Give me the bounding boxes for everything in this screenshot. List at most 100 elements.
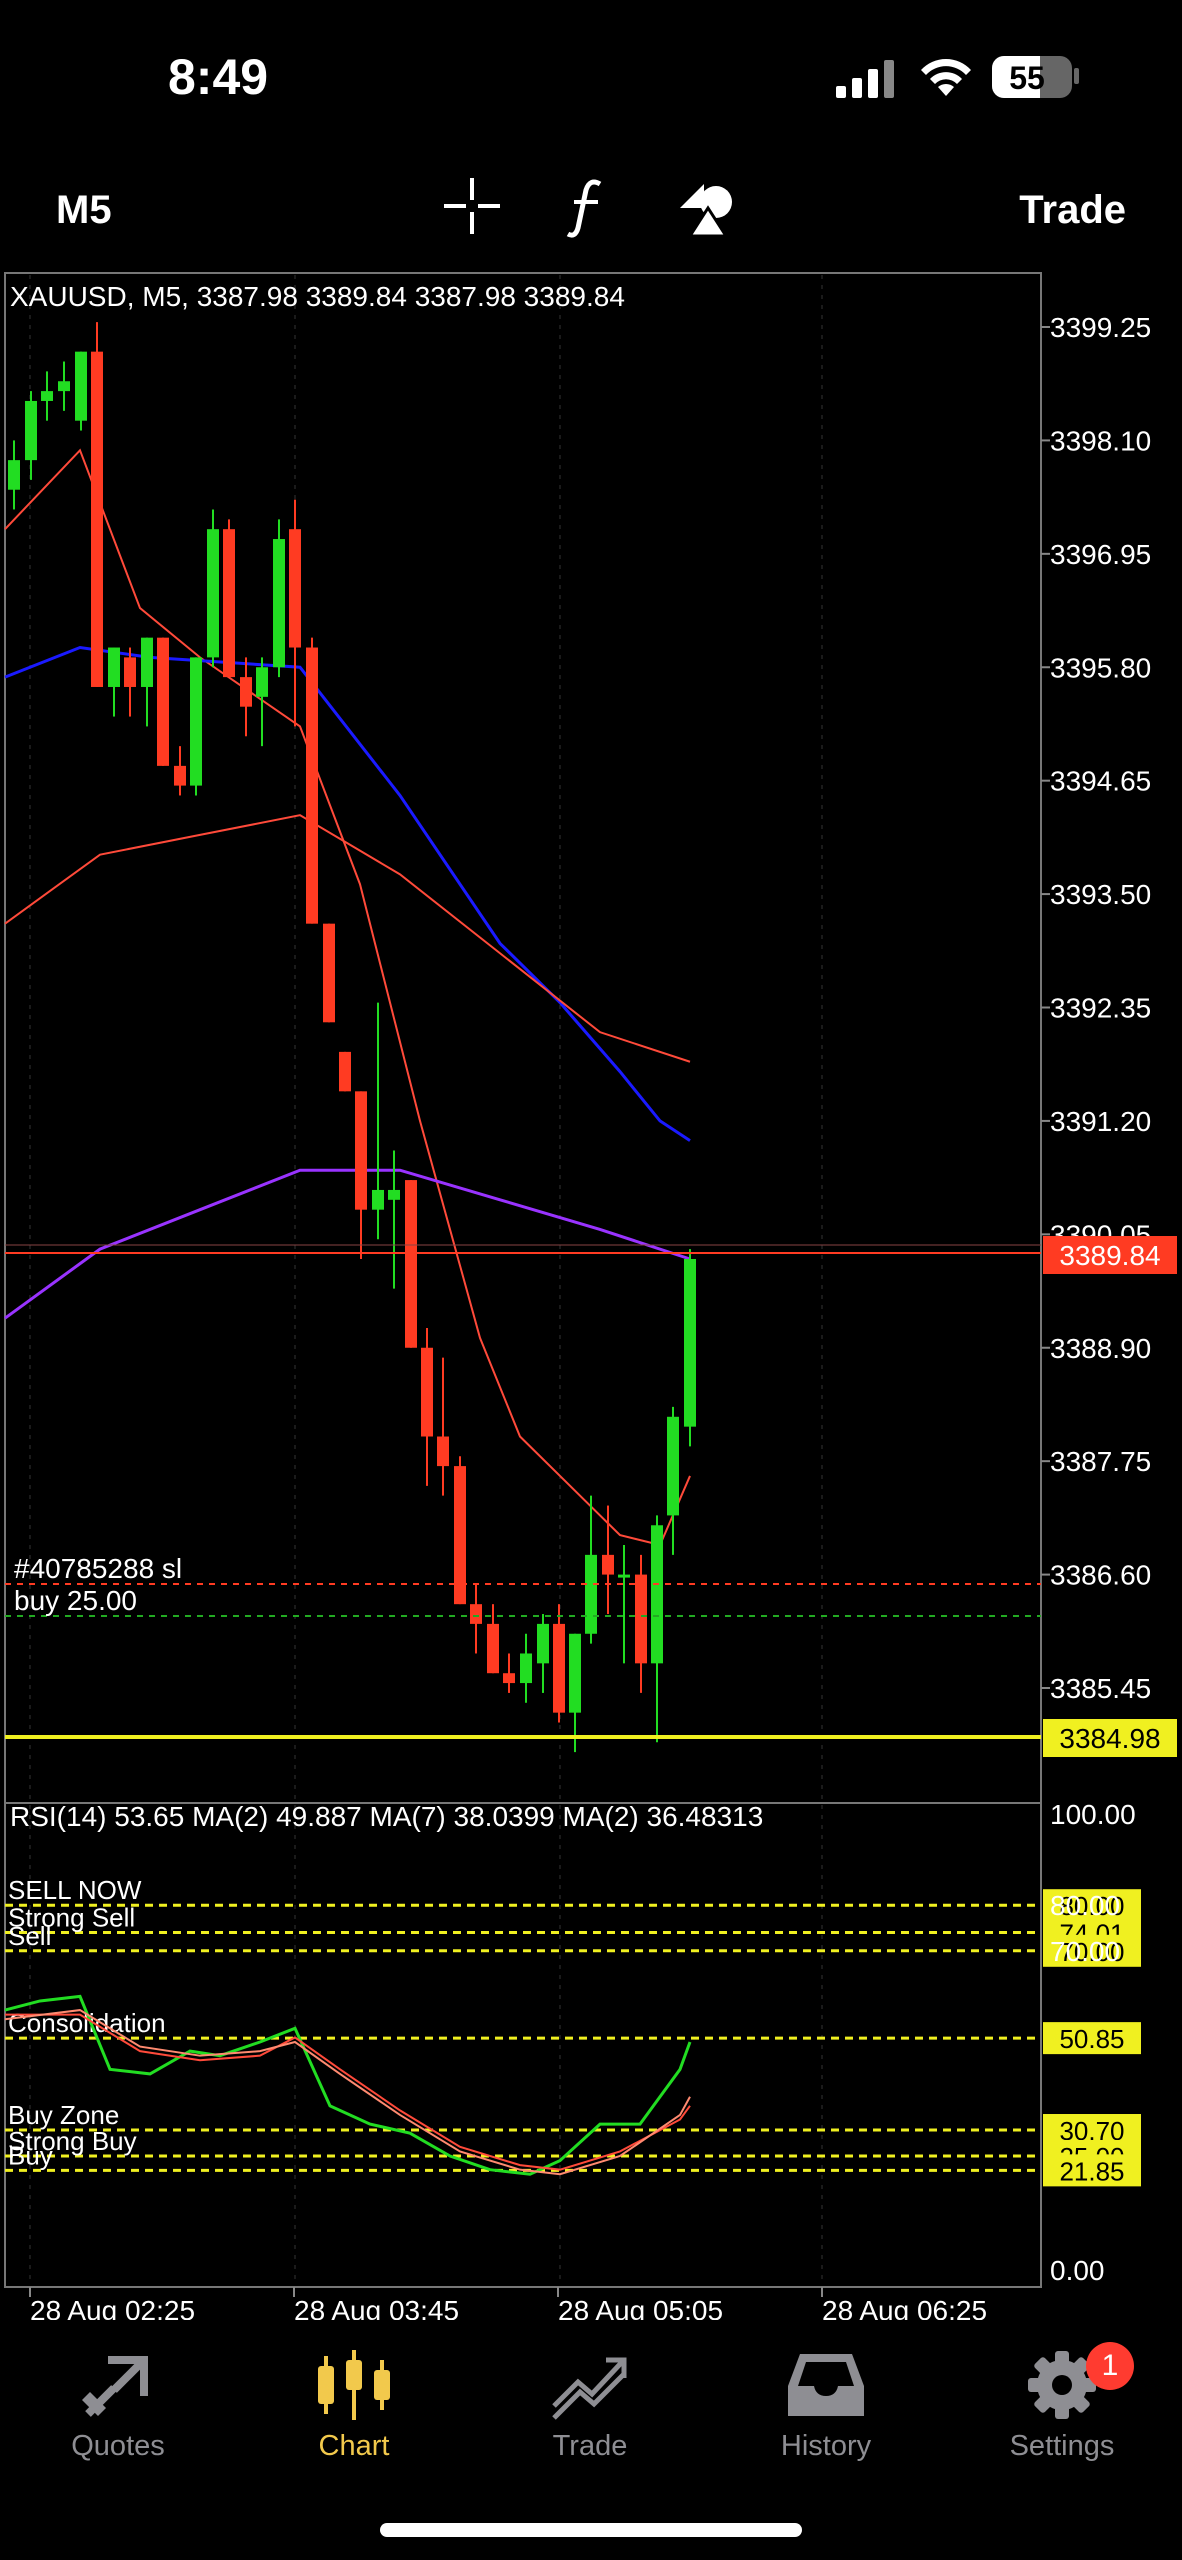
candle-41	[684, 1249, 696, 1447]
candle-39	[651, 1515, 663, 1743]
candle-27	[454, 1456, 466, 1605]
tab-trade[interactable]: Trade	[472, 2320, 708, 2480]
candle-13	[223, 519, 235, 678]
candle-body	[75, 351, 87, 421]
price-tick-label: 3398.10	[1050, 425, 1151, 456]
candle-29	[487, 1604, 499, 1674]
candle-body	[273, 539, 285, 668]
candle-body	[8, 460, 20, 490]
candle-body	[207, 529, 219, 658]
battery-level: 55	[1009, 60, 1045, 96]
candle-body	[684, 1258, 696, 1427]
candle-body	[124, 657, 136, 687]
price-tick-label: 3388.90	[1050, 1333, 1151, 1364]
chart-toolbar: M5 Trade	[0, 170, 1182, 270]
candle-body	[405, 1180, 417, 1348]
price-tick-label: 3387.75	[1050, 1446, 1151, 1477]
candle-7	[124, 647, 136, 717]
candle-body	[553, 1623, 565, 1713]
candle-body	[190, 657, 202, 786]
objects-icon[interactable]	[678, 178, 738, 238]
candle-15	[256, 657, 268, 747]
ma-fast-line	[4, 448, 691, 1547]
candle-30	[503, 1653, 515, 1693]
price-tick-label: 3393.50	[1050, 879, 1151, 910]
tab-chart[interactable]: Chart	[236, 2320, 472, 2480]
candle-body	[174, 765, 186, 786]
candle-21	[355, 1091, 367, 1259]
crosshair-icon[interactable]	[444, 178, 500, 234]
tab-chart-label: Chart	[318, 2430, 390, 2462]
candle-body	[141, 637, 153, 687]
rsi-header: RSI(14) 53.65 MA(2) 49.887 MA(7) 38.0399…	[10, 1801, 763, 1832]
indicators-icon[interactable]	[566, 178, 606, 238]
home-indicator	[380, 2523, 802, 2537]
rsi-level-tag: 21.85	[1059, 2156, 1124, 2186]
tab-settings[interactable]: Settings	[944, 2320, 1180, 2480]
candle-14	[240, 657, 252, 737]
candle-33	[553, 1604, 565, 1723]
price-chart[interactable]: XAUUSD, M5, 3387.98 3389.84 3387.98 3389…	[0, 270, 1182, 2320]
price-tick-label: 3385.45	[1050, 1673, 1151, 1704]
candle-body	[223, 529, 235, 678]
candle-body	[25, 400, 37, 461]
ma-slow-line	[4, 814, 691, 1063]
candle-body	[372, 1189, 384, 1210]
candle-body	[240, 677, 252, 707]
price-tick-label: 3396.95	[1050, 539, 1151, 570]
time-tick-label: 28 Aug 06:25	[822, 2295, 987, 2320]
order-label-sl: #40785288 sl	[14, 1553, 182, 1584]
candle-20	[339, 1051, 351, 1092]
trade-icon	[552, 2357, 627, 2420]
candle-body	[306, 647, 318, 924]
tab-settings-label: Settings	[1009, 2430, 1115, 2462]
current-price-tag-bg	[1043, 1236, 1177, 1274]
rsi-tick-label: 70.00	[1050, 1936, 1120, 1967]
candle-body	[635, 1574, 647, 1664]
rsi-level-tag-bg	[1043, 1889, 1141, 1922]
candle-body	[58, 381, 70, 392]
candle-23	[388, 1150, 400, 1289]
rsi-level-tag-bg	[1043, 2022, 1141, 2055]
tab-quotes[interactable]: Quotes	[0, 2320, 236, 2480]
quotes-icon	[82, 2356, 148, 2417]
candles-icon	[318, 2350, 390, 2420]
candle-1	[25, 391, 37, 480]
candle-32	[537, 1614, 549, 1693]
candle-3	[58, 361, 70, 411]
time-tick-label: 28 Aug 03:45	[294, 2295, 459, 2320]
time-tick-label: 28 Aug 05:05	[558, 2295, 723, 2320]
candle-28	[470, 1584, 482, 1654]
price-tick-label: 3391.20	[1050, 1106, 1151, 1137]
timeframe-button[interactable]: M5	[56, 188, 112, 232]
candle-body	[289, 529, 301, 648]
candle-0	[8, 440, 20, 510]
rsi-tick-label: 0.00	[1050, 2255, 1105, 2286]
order-label-buy: buy 25.00	[14, 1585, 137, 1616]
candle-body	[108, 647, 120, 687]
price-tick-label: 3399.25	[1050, 312, 1151, 343]
rsi-level-tag: 80.00	[1059, 1891, 1124, 1921]
candle-body	[520, 1653, 532, 1684]
candle-body	[91, 351, 103, 687]
candle-body	[454, 1466, 466, 1605]
tab-history[interactable]: History	[708, 2320, 944, 2480]
rsi-tick-label: 80.00	[1050, 1890, 1120, 1921]
candle-body	[437, 1436, 449, 1467]
rsi-line	[4, 1994, 692, 2176]
candle-4	[75, 351, 87, 431]
candle-body	[602, 1554, 614, 1575]
candle-17	[289, 499, 301, 727]
candle-40	[667, 1406, 679, 1555]
candle-body	[470, 1604, 482, 1624]
candle-36	[602, 1505, 614, 1615]
price-tick-label: 3392.35	[1050, 993, 1151, 1024]
trade-button[interactable]: Trade	[1019, 188, 1126, 232]
rsi-panel-frame	[4, 1802, 1042, 2288]
candle-body	[585, 1554, 597, 1634]
price-tick-label: 3394.65	[1050, 766, 1151, 797]
candle-26	[437, 1357, 449, 1496]
candle-body	[537, 1623, 549, 1664]
candle-body	[157, 637, 169, 766]
settings-badge: 1	[1086, 2342, 1134, 2390]
